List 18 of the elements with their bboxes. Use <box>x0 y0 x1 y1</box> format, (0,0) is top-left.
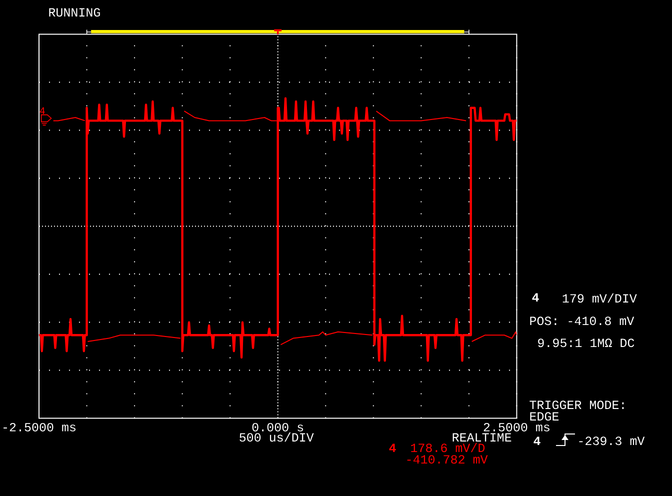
annotation: 4 <box>40 107 45 114</box>
text: POS: -410.8 mV <box>530 316 634 326</box>
text: 178.6 mV/D <box>411 442 485 452</box>
text: 9.95:1 1MΩ DC <box>538 338 634 348</box>
text: -410.782 mV <box>407 455 488 464</box>
text: 4 <box>534 436 540 445</box>
text: REALTIME <box>452 433 512 442</box>
text: -239.3 mV <box>579 436 645 446</box>
x-tick-label: -2.5000 ms <box>4 422 76 432</box>
text: TRIGGER MODE: <box>530 400 624 410</box>
x-tick-label: 0.000 s <box>252 422 304 432</box>
x-tick-label: 2.5000 ms <box>484 422 550 432</box>
text: EDGE <box>530 412 559 421</box>
text: RUNNING <box>49 8 100 17</box>
text: 179 mV/DIV <box>562 293 637 303</box>
x-axis-title: 500 us/DIV <box>240 432 314 442</box>
text: 4 <box>532 293 539 302</box>
text: 4 <box>389 444 396 452</box>
